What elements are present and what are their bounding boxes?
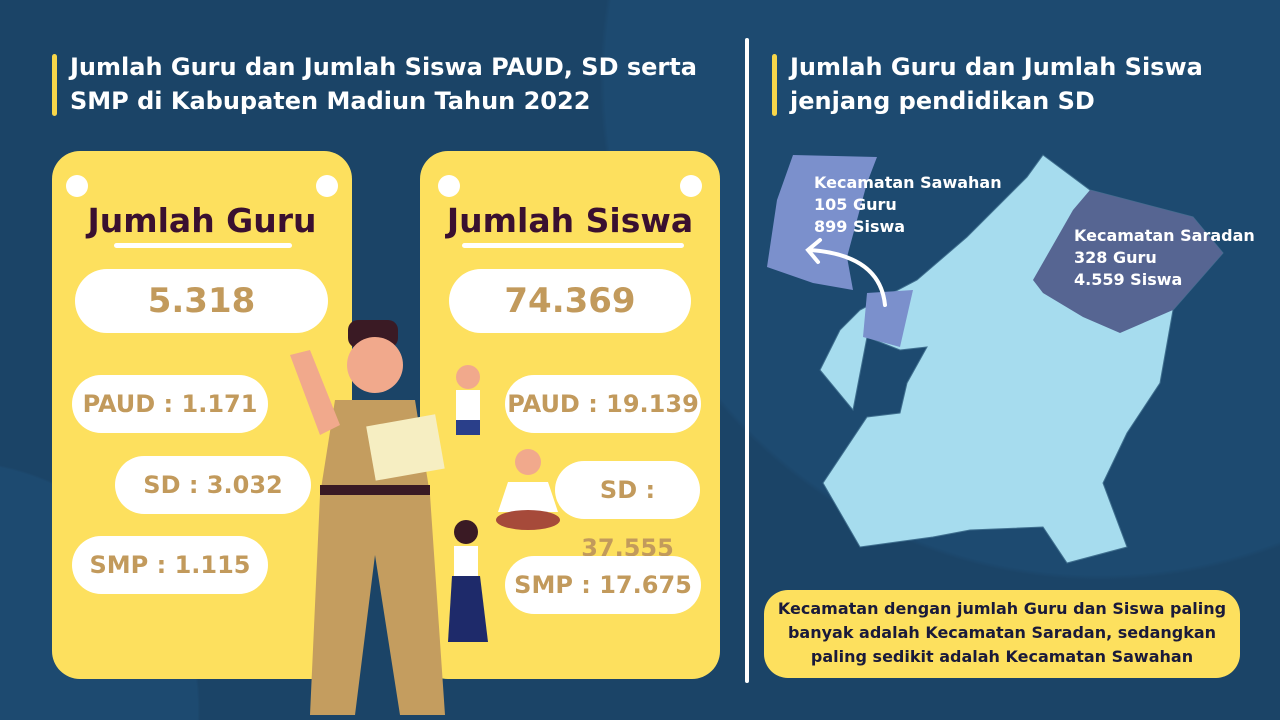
card-hole: [66, 175, 88, 197]
left-title: Jumlah Guru dan Jumlah Siswa PAUD, SD se…: [52, 50, 712, 118]
saradan-siswa: 4.559 Siswa: [1074, 270, 1183, 289]
siswa-paud: PAUD : 19.139: [505, 375, 701, 433]
siswa-total: 74.369: [449, 269, 691, 333]
card-hole: [680, 175, 702, 197]
arrow-icon: [805, 238, 887, 307]
guru-sd: SD : 3.032: [115, 456, 311, 514]
section-divider: [745, 38, 749, 683]
map-region-saradan: [1033, 190, 1223, 333]
summary-note: Kecamatan dengan jumlah Guru dan Siswa p…: [764, 590, 1240, 678]
card-hole: [438, 175, 460, 197]
sawahan-guru: 105 Guru: [814, 195, 897, 214]
guru-paud: PAUD : 1.171: [72, 375, 268, 433]
siswa-heading: Jumlah Siswa: [446, 201, 694, 240]
map-region-sawahan: [767, 155, 877, 290]
guru-heading: Jumlah Guru: [87, 201, 317, 240]
siswa-smp: SMP : 17.675: [505, 556, 701, 614]
saradan-guru: 328 Guru: [1074, 248, 1157, 267]
heading-underline: [462, 243, 684, 248]
sawahan-siswa: 899 Siswa: [814, 217, 906, 236]
guru-card: Jumlah Guru 5.318 PAUD : 1.171 SD : 3.03…: [52, 151, 352, 679]
sawahan-label: Kecamatan Sawahan 105 Guru 899 Siswa: [814, 172, 1002, 238]
guru-smp: SMP : 1.115: [72, 536, 268, 594]
right-title: Jumlah Guru dan Jumlah Siswa jenjang pen…: [772, 50, 1252, 118]
sawahan-name: Kecamatan Sawahan: [814, 173, 1002, 192]
saradan-name: Kecamatan Saradan: [1074, 226, 1255, 245]
students-illustration: [448, 365, 560, 642]
card-hole: [316, 175, 338, 197]
siswa-sd: SD : 37.555: [555, 461, 700, 562]
saradan-label: Kecamatan Saradan 328 Guru 4.559 Siswa: [1074, 225, 1255, 291]
guru-total: 5.318: [75, 269, 328, 333]
map-region-sawahan: [863, 290, 913, 347]
heading-underline: [114, 243, 292, 248]
teacher-illustration: [290, 320, 445, 715]
